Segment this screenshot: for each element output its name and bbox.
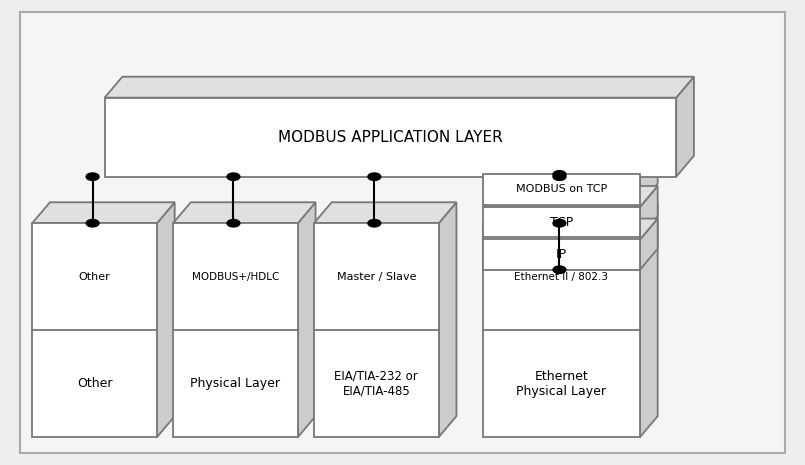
- Circle shape: [368, 219, 381, 227]
- Polygon shape: [32, 223, 157, 437]
- Polygon shape: [640, 219, 658, 270]
- Circle shape: [553, 219, 566, 227]
- Polygon shape: [640, 153, 658, 205]
- Polygon shape: [173, 223, 298, 437]
- Polygon shape: [298, 202, 316, 437]
- Polygon shape: [483, 223, 640, 437]
- Text: MODBUS APPLICATION LAYER: MODBUS APPLICATION LAYER: [278, 130, 503, 145]
- Text: Ethernet II / 802.3: Ethernet II / 802.3: [514, 272, 609, 282]
- Polygon shape: [439, 202, 456, 437]
- Text: Master / Slave: Master / Slave: [336, 272, 416, 282]
- Circle shape: [86, 219, 99, 227]
- Text: Physical Layer: Physical Layer: [191, 377, 280, 390]
- Polygon shape: [483, 219, 658, 239]
- Text: IP: IP: [556, 248, 567, 261]
- Polygon shape: [314, 202, 456, 223]
- Polygon shape: [640, 186, 658, 237]
- Text: Ethernet
Physical Layer: Ethernet Physical Layer: [517, 370, 606, 398]
- Circle shape: [553, 173, 566, 180]
- Polygon shape: [314, 223, 439, 437]
- Polygon shape: [105, 98, 676, 177]
- Circle shape: [227, 173, 240, 180]
- Text: Other: Other: [76, 377, 113, 390]
- Polygon shape: [157, 202, 175, 437]
- Polygon shape: [32, 202, 175, 223]
- Polygon shape: [483, 153, 658, 174]
- Text: Other: Other: [79, 272, 110, 282]
- Circle shape: [553, 266, 566, 273]
- Circle shape: [86, 173, 99, 180]
- Polygon shape: [483, 239, 640, 270]
- Text: TCP: TCP: [550, 216, 573, 228]
- Text: MODBUS+/HDLC: MODBUS+/HDLC: [192, 272, 279, 282]
- Circle shape: [368, 173, 381, 180]
- Polygon shape: [483, 174, 640, 205]
- Polygon shape: [105, 77, 694, 98]
- Circle shape: [553, 171, 566, 178]
- Polygon shape: [483, 207, 640, 237]
- Polygon shape: [640, 202, 658, 437]
- Polygon shape: [483, 186, 658, 207]
- Polygon shape: [173, 202, 316, 223]
- Text: EIA/TIA-232 or
EIA/TIA-485: EIA/TIA-232 or EIA/TIA-485: [334, 370, 419, 398]
- Polygon shape: [483, 202, 658, 223]
- Circle shape: [227, 219, 240, 227]
- Text: MODBUS on TCP: MODBUS on TCP: [516, 185, 607, 194]
- Polygon shape: [676, 77, 694, 177]
- Polygon shape: [20, 12, 785, 453]
